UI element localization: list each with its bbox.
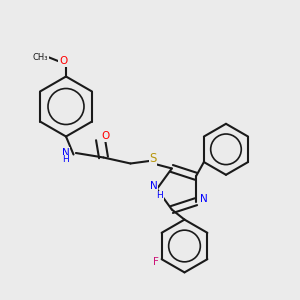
Text: N: N: [150, 181, 158, 191]
Text: O: O: [59, 56, 67, 67]
Text: N: N: [200, 194, 207, 204]
Text: H: H: [157, 191, 163, 200]
Text: S: S: [149, 152, 157, 166]
Text: CH₃: CH₃: [33, 52, 48, 62]
Text: H: H: [63, 155, 69, 164]
Text: O: O: [101, 131, 109, 142]
Text: N: N: [62, 148, 70, 158]
Text: F: F: [153, 257, 159, 267]
